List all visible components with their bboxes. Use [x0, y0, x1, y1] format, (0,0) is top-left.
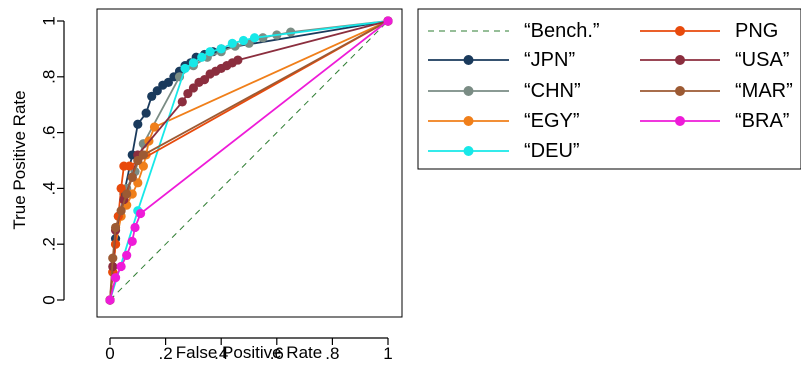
data-point — [105, 295, 115, 305]
y-tick-label: 1 — [40, 16, 59, 25]
data-point — [133, 178, 143, 188]
legend-swatch-marker — [675, 116, 685, 126]
y-tick-label: .8 — [40, 70, 59, 84]
data-point — [183, 88, 193, 99]
legend-swatch-marker — [675, 86, 685, 96]
y-axis-title: True Positive Rate — [10, 90, 29, 229]
data-point — [177, 97, 187, 107]
x-tick-label: .2 — [159, 344, 173, 363]
x-axis-title: False Positive Rate — [176, 343, 322, 362]
data-point — [122, 189, 132, 199]
data-point — [116, 183, 126, 193]
data-point — [383, 16, 393, 26]
series-4 — [105, 16, 393, 305]
data-point — [205, 47, 215, 57]
legend-label: “CHN” — [524, 80, 581, 102]
x-tick-label: .6 — [270, 344, 284, 363]
legend-entry: “Bench.” — [428, 20, 600, 42]
data-point — [116, 261, 126, 272]
data-point — [286, 27, 296, 37]
legend-swatch-marker — [463, 55, 474, 65]
plot-frame — [96, 8, 403, 318]
data-point — [138, 150, 148, 160]
legend-label: “DEU” — [524, 140, 580, 162]
legend-label: “USA” — [735, 49, 789, 71]
data-point — [135, 208, 146, 219]
plot-area — [105, 16, 393, 305]
legend-swatch-marker — [463, 86, 474, 96]
data-point — [180, 63, 190, 74]
series-line — [109, 20, 389, 301]
legend-swatch-marker — [463, 116, 474, 126]
series-7 — [105, 16, 393, 305]
data-point — [122, 250, 132, 260]
data-point — [138, 161, 148, 171]
x-tick-label: 0 — [105, 344, 114, 363]
legend-label: PNG — [735, 20, 778, 42]
y-tick-label: 0 — [40, 295, 59, 304]
legend-entry: “EGY” — [428, 110, 580, 132]
legend-label: “EGY” — [524, 110, 580, 132]
x-tick-label: 1 — [383, 344, 392, 363]
legend-swatch-marker — [675, 55, 685, 65]
legend-swatch-marker — [675, 26, 685, 36]
data-point — [116, 206, 126, 216]
data-point — [141, 108, 151, 118]
series-3 — [105, 16, 393, 305]
data-point — [149, 122, 160, 132]
legend-entry: “DEU” — [428, 140, 580, 162]
data-point — [163, 77, 173, 87]
data-point — [199, 74, 210, 85]
series-2 — [105, 16, 393, 305]
data-point — [258, 33, 268, 43]
legend-entry: “CHN” — [428, 80, 581, 102]
legend-entry: “MAR” — [640, 80, 793, 102]
data-point — [127, 172, 137, 182]
axes: 0 0 .2 .2 .4 .4 .6 .6 .8 .8 1 1 False Positive Rate T… — [10, 8, 403, 363]
data-point — [124, 161, 135, 171]
data-point — [233, 55, 243, 65]
data-point — [152, 86, 162, 96]
data-point — [147, 91, 157, 101]
legend-label: “MAR” — [735, 80, 793, 102]
data-point — [227, 38, 237, 48]
data-point — [127, 236, 137, 247]
legend-entry: “USA” — [640, 49, 789, 71]
data-point — [249, 33, 260, 43]
data-point — [197, 52, 207, 62]
data-point — [110, 222, 121, 233]
data-point — [238, 35, 249, 46]
legend-label: “JPN” — [524, 49, 575, 71]
data-point — [130, 222, 140, 233]
legend-entry: PNG — [640, 20, 778, 42]
legend-swatch-marker — [463, 146, 474, 156]
data-point — [108, 253, 118, 263]
x-tick-label: .8 — [325, 344, 339, 363]
series-0 — [109, 20, 389, 301]
data-point — [110, 273, 121, 283]
data-point — [188, 58, 198, 68]
y-tick-label: .2 — [40, 237, 59, 251]
y-tick-label: .6 — [40, 126, 59, 140]
x-tick-label: .4 — [214, 344, 228, 363]
legend-entry: “JPN” — [428, 49, 575, 71]
data-point — [188, 83, 198, 93]
data-point — [216, 44, 226, 54]
series-8 — [105, 16, 393, 305]
legend-box — [417, 8, 801, 170]
y-tick-label: .4 — [40, 181, 59, 195]
legend-entry: “BRA” — [640, 110, 789, 132]
data-point — [133, 119, 143, 129]
data-point — [133, 155, 143, 166]
series-5 — [105, 16, 393, 305]
series-1 — [105, 16, 393, 305]
series-6 — [105, 16, 393, 305]
legend: “Bench.” “JPN” “CHN” “EGY” “DEU” PNG “USA” “MAR… — [417, 8, 801, 170]
legend-label: “BRA” — [735, 110, 789, 132]
legend-label: “Bench.” — [524, 20, 600, 42]
